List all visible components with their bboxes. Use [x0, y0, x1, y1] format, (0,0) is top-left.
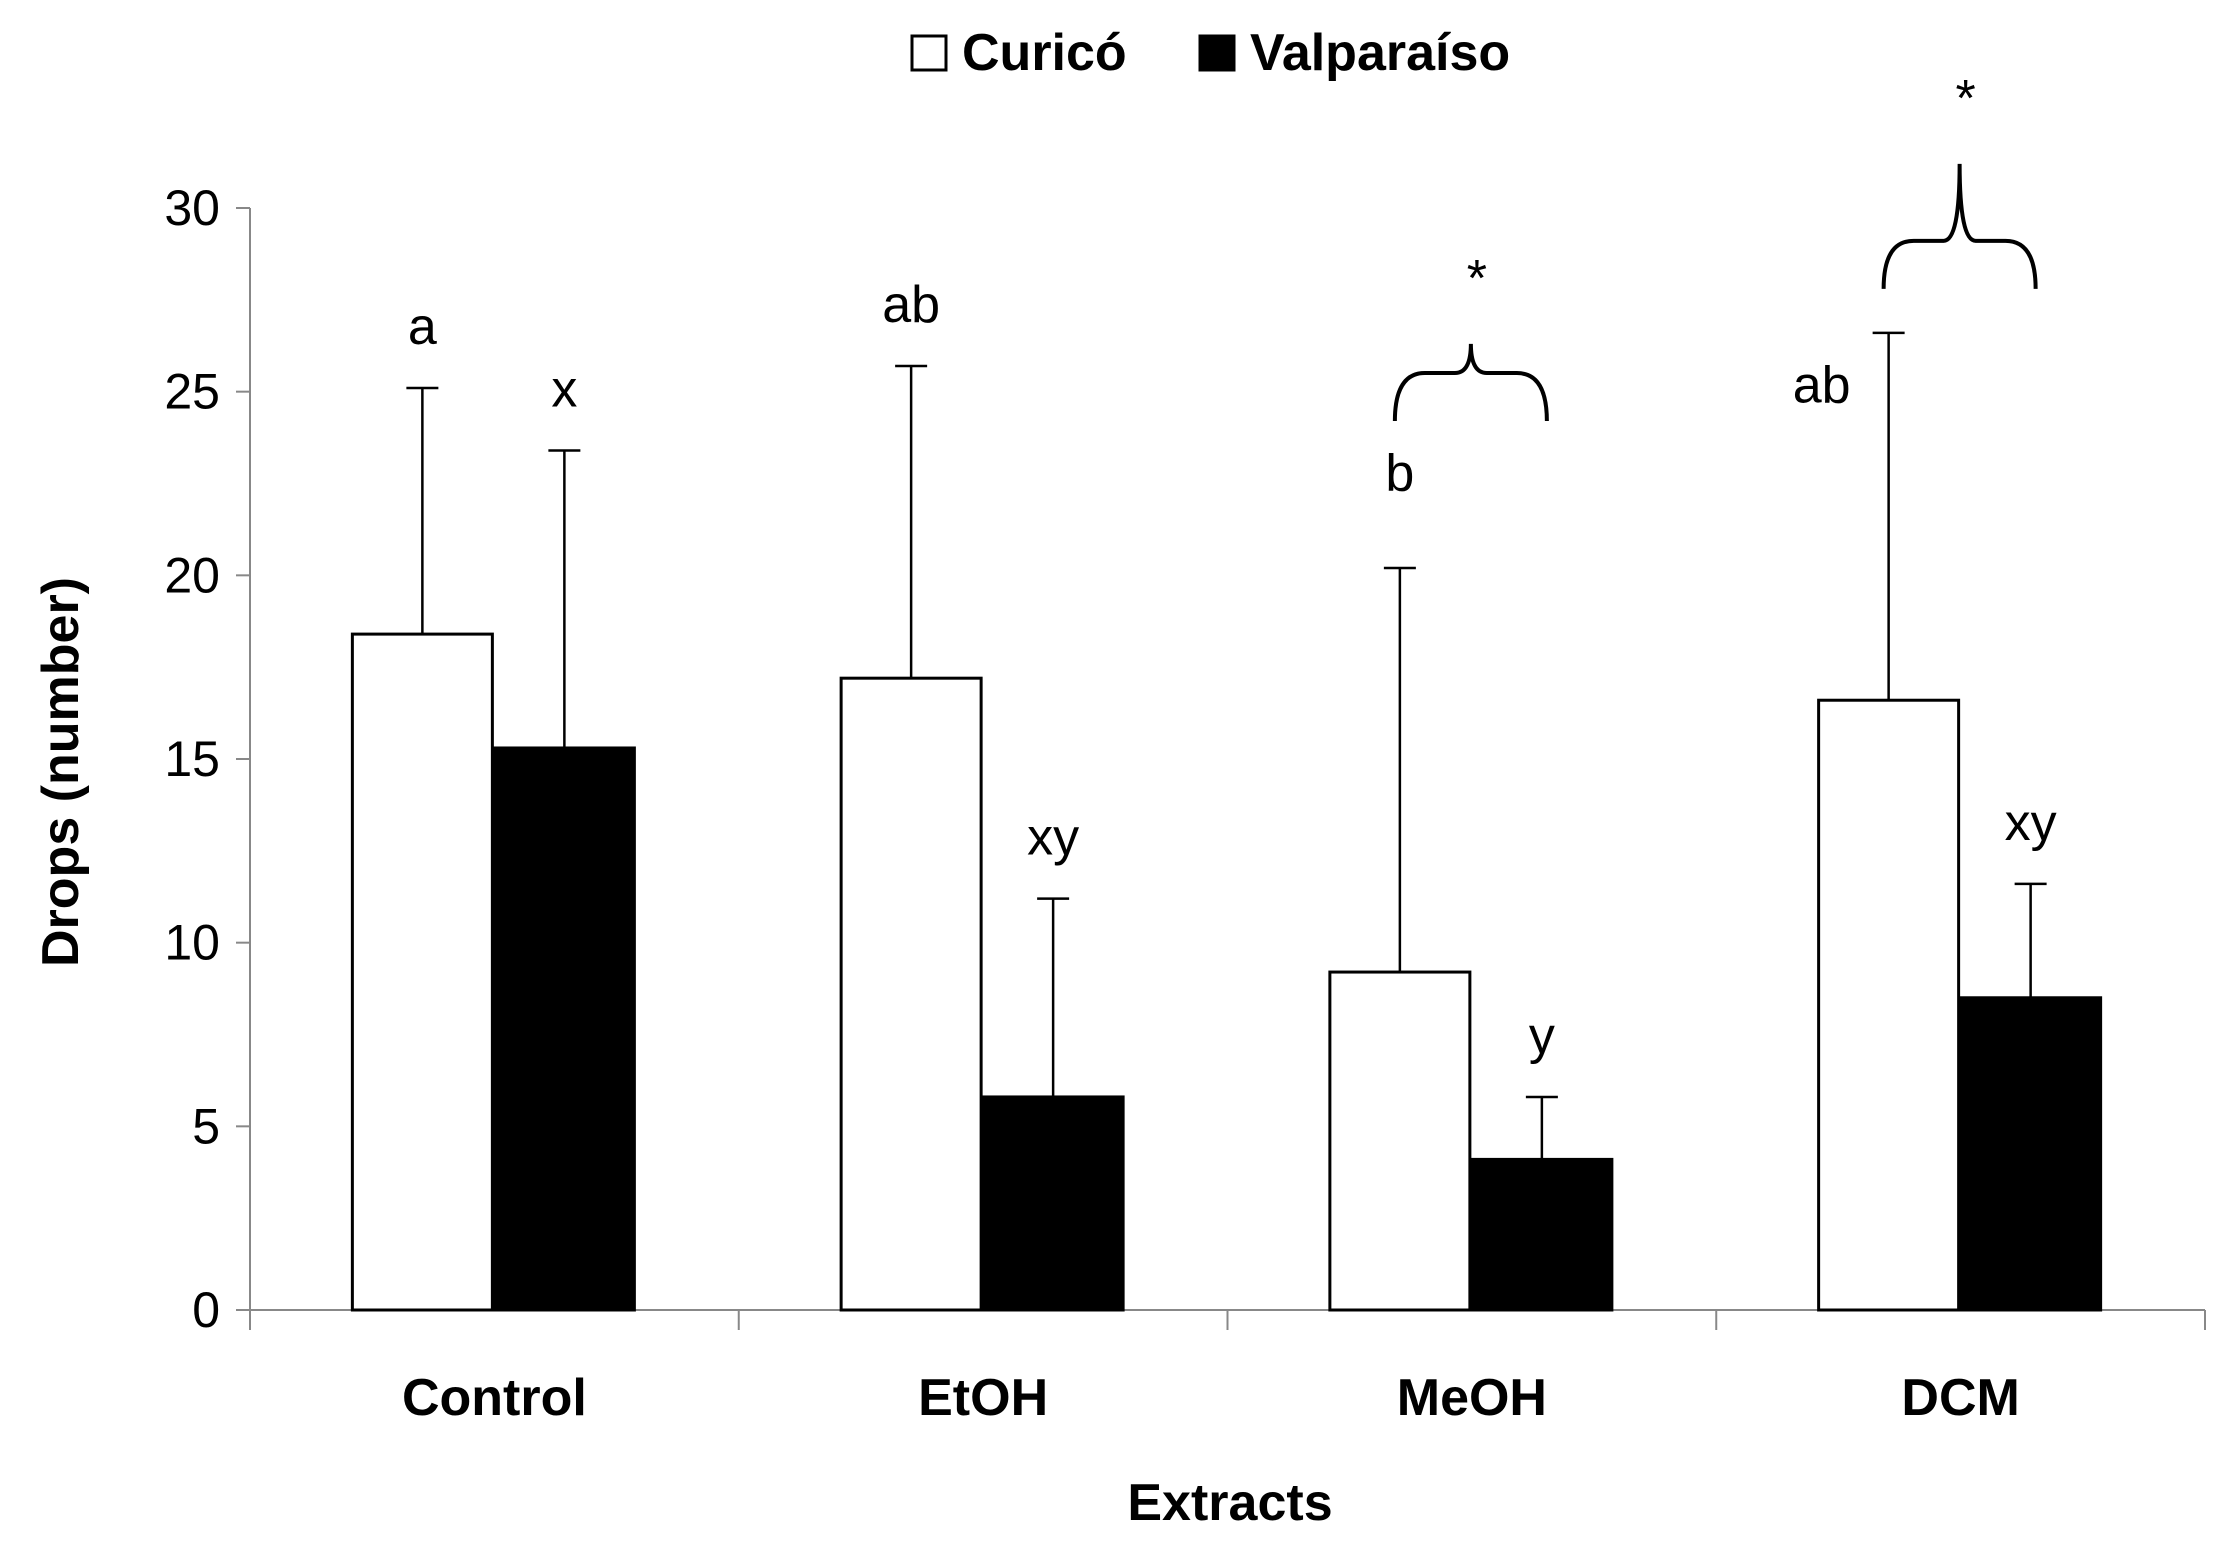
y-tick-label: 25	[164, 364, 220, 420]
x-tick-label: EtOH	[918, 1369, 1048, 1427]
y-tick-label: 10	[164, 915, 220, 971]
bar-valparaiso	[1470, 1157, 1614, 1312]
y-tick-label: 20	[164, 547, 220, 603]
x-tick-label: Control	[402, 1369, 587, 1427]
y-tick-label: 15	[164, 731, 220, 787]
significance-letter: ab	[882, 276, 940, 334]
significance-star: *	[1467, 250, 1487, 308]
bar-curico	[839, 676, 983, 1312]
y-tick-label: 30	[164, 180, 220, 236]
significance-brace	[1881, 163, 2038, 289]
y-tick-label: 0	[192, 1282, 220, 1338]
error-bars	[406, 331, 2047, 1160]
bar-valparaiso	[1959, 996, 2103, 1312]
x-axis-title: Extracts	[1127, 1474, 1332, 1532]
x-tick-label: DCM	[1901, 1369, 2019, 1427]
bar-valparaiso	[981, 1095, 1125, 1312]
significance-letter: ab	[1793, 356, 1851, 414]
y-axis-title: Drops (number)	[32, 577, 90, 967]
x-axis: Control EtOH MeOH DCM	[249, 1309, 2206, 1427]
legend-swatch-valparaiso	[1198, 34, 1236, 72]
significance-letter: a	[408, 298, 437, 356]
significance-letter: x	[551, 360, 577, 418]
legend-label-curico: Curicó	[962, 24, 1127, 82]
significance-brace	[1392, 343, 1549, 422]
significance-star: *	[1956, 70, 1976, 128]
y-axis: 0 5 10 15 20 25 30	[164, 180, 251, 1338]
x-tick-label: MeOH	[1397, 1369, 1547, 1427]
bars	[350, 632, 2103, 1312]
bar-curico	[350, 632, 494, 1312]
y-tick-label: 5	[192, 1098, 220, 1154]
significance-letter: xy	[1027, 809, 1079, 867]
bar-valparaiso	[492, 746, 636, 1312]
legend-label-valparaiso: Valparaíso	[1250, 24, 1510, 82]
significance-letter: b	[1385, 444, 1414, 502]
legend: Curicó Valparaíso	[910, 24, 1510, 82]
significance-markers: **	[1392, 70, 2038, 422]
significance-letter: xy	[2005, 794, 2057, 852]
legend-swatch-curico	[910, 34, 948, 72]
bar-curico	[1328, 970, 1472, 1312]
significance-letter: y	[1529, 1007, 1555, 1065]
significance-letters: a ab b ab x xy y xy	[408, 276, 2057, 1065]
bar-curico	[1817, 698, 1961, 1312]
